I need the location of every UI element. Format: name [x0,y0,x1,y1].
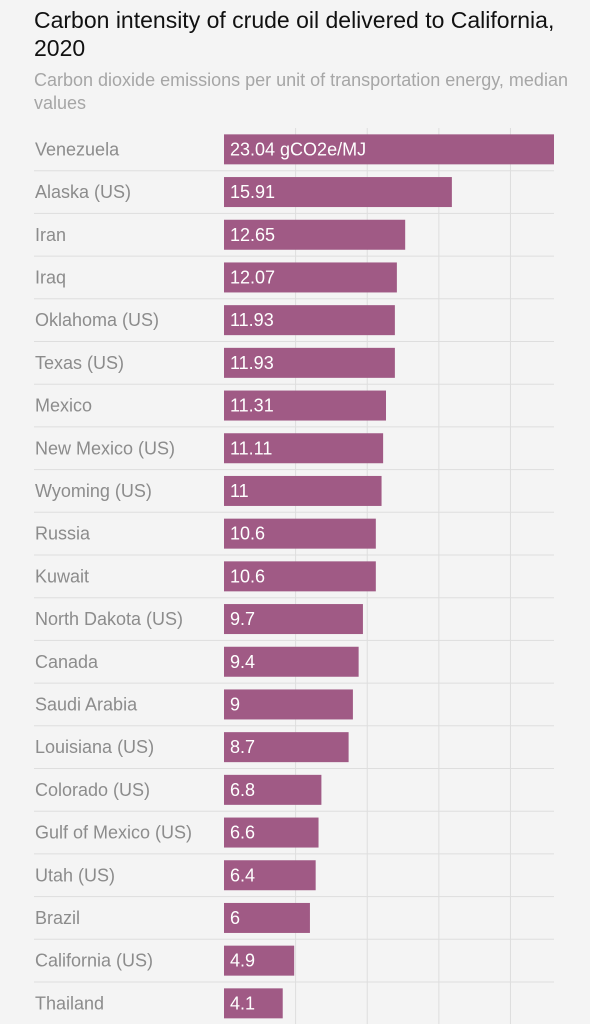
category-labels: Venezuela Alaska (US) Iran Iraq Oklahoma (US… [35,139,192,1013]
value-label: 6.4 [230,865,255,885]
chart-subtitle: Carbon dioxide emissions per unit of tra… [34,70,568,113]
category-label: Texas (US) [35,353,124,373]
value-label: 6.6 [230,823,255,843]
bar [224,988,283,1019]
bar [224,347,395,378]
category-label: Saudi Arabia [35,694,138,714]
category-label: Alaska (US) [35,182,131,202]
bars-layer [224,134,554,1019]
category-label: New Mexico (US) [35,438,175,458]
bar [224,433,384,464]
value-label: 15.91 [230,182,275,202]
value-label: 9.7 [230,609,255,629]
bar [224,774,322,805]
category-label: Oklahoma (US) [35,310,159,330]
value-label: 11 [230,481,249,501]
value-label: 8.7 [230,737,255,757]
value-label: 6.8 [230,780,255,800]
category-label: Utah (US) [35,865,115,885]
bar [224,732,349,763]
value-label: 6 [230,908,240,928]
category-label: Brazil [35,908,80,928]
value-label: 11.93 [230,353,274,373]
bar [224,817,319,848]
value-label: 11.93 [230,310,274,330]
bar [224,475,382,506]
category-label: Gulf of Mexico (US) [35,823,192,843]
category-label: Wyoming (US) [35,481,152,501]
value-label: 23.04 gCO2e/MJ [230,139,366,159]
value-label: 10.6 [230,524,265,544]
bar [224,219,406,250]
category-label: Iraq [35,267,66,287]
bar [224,860,316,891]
bar [224,305,395,336]
value-label: 4.9 [230,951,255,971]
bar [224,689,353,720]
bar [224,902,310,933]
bar [224,134,554,165]
value-label: 10.6 [230,566,265,586]
category-label: North Dakota (US) [35,609,183,629]
bar [224,945,295,976]
category-label: Thailand [35,993,104,1013]
category-label: California (US) [35,951,153,971]
category-label: Louisiana (US) [35,737,154,757]
bar [224,561,376,592]
value-labels: 23.04 gCO2e/MJ 15.91 12.65 12.07 11.93 11.93 1… [230,139,366,1013]
category-label: Colorado (US) [35,780,150,800]
category-label: Kuwait [35,566,89,586]
value-label: 11.11 [230,438,272,458]
bar [224,604,363,635]
value-label: 9 [230,694,240,714]
bar [224,390,386,421]
value-label: 12.65 [230,225,275,245]
bar [224,177,452,208]
bar [224,646,359,677]
chart-title: Carbon intensity of crude oil delivered … [34,7,555,61]
category-label: Venezuela [35,139,120,159]
category-label: Canada [35,652,99,672]
category-label: Russia [35,524,91,544]
bar [224,262,397,293]
category-label: Mexico [35,396,92,416]
category-label: Iran [35,225,66,245]
value-label: 12.07 [230,267,275,287]
value-label: 4.1 [230,993,255,1013]
value-label: 11.31 [230,396,274,416]
bar [224,518,376,549]
value-label: 9.4 [230,652,255,672]
